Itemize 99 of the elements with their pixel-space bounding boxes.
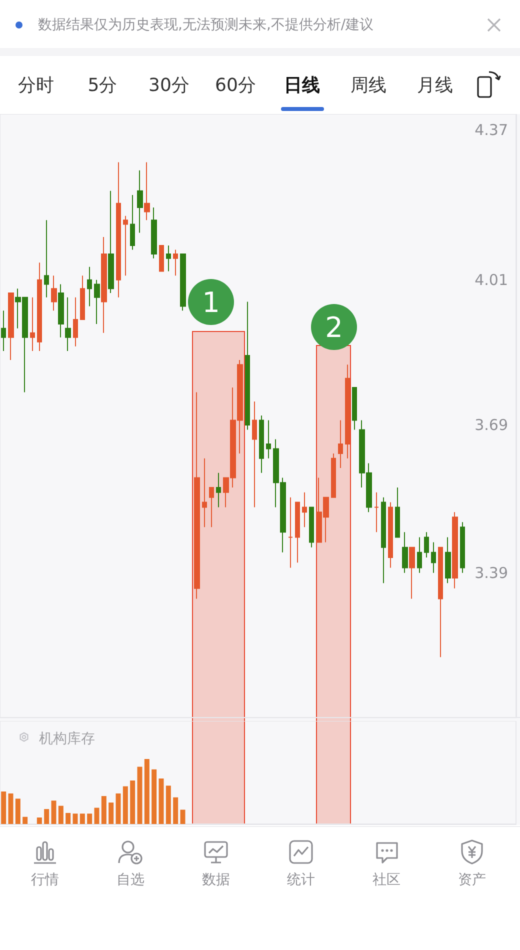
candlestick — [8, 292, 14, 361]
y-tick-label: 3.39 — [474, 564, 508, 582]
text: 月线 — [417, 74, 453, 98]
bar — [72, 814, 78, 824]
candlestick — [252, 400, 257, 508]
candlestick — [216, 472, 221, 508]
text: 统计 — [287, 871, 316, 889]
candlestick — [302, 492, 307, 528]
text: 资产 — [458, 871, 486, 889]
candlestick — [266, 420, 271, 459]
bar — [15, 798, 20, 824]
annotation: 2 — [325, 311, 343, 344]
candlestick — [87, 266, 92, 307]
bar — [94, 808, 100, 824]
candlestick — [402, 532, 408, 574]
y-tick-label: 3.69 — [474, 416, 508, 434]
candlestick — [460, 522, 465, 574]
annotation: 1 — [202, 286, 220, 319]
candlestick — [73, 296, 78, 347]
y-tick-label: 4.01 — [474, 270, 508, 289]
bar — [173, 797, 178, 824]
candlestick — [424, 532, 429, 558]
candlestick — [331, 453, 336, 498]
candlestick — [180, 254, 186, 312]
candlestick — [51, 275, 57, 312]
candlestick — [431, 542, 436, 574]
candlestick — [151, 207, 157, 259]
candlestick — [245, 301, 250, 430]
text: 60分 — [215, 74, 256, 98]
candlestick — [159, 244, 164, 272]
bar — [8, 793, 14, 824]
candlestick — [409, 546, 415, 600]
bar — [101, 796, 106, 824]
text: 数据 — [202, 871, 230, 889]
bar — [36, 818, 42, 824]
bar — [87, 814, 92, 824]
text: 30分 — [148, 74, 190, 98]
text: 周线 — [350, 74, 386, 98]
bar — [51, 800, 56, 824]
candlestick — [65, 296, 71, 352]
text: 数据结果仅为历史表现,无法预测未来,不提供分析/建议 — [38, 16, 374, 34]
bar — [1, 792, 6, 824]
candlestick — [44, 220, 49, 298]
candlestick — [259, 415, 264, 474]
bar — [44, 809, 50, 824]
candlestick — [108, 190, 114, 294]
candlestick — [295, 502, 300, 564]
candlestick — [58, 284, 64, 338]
candlestick — [137, 170, 143, 234]
text: 5分 — [88, 74, 118, 98]
chart-title: 机构库存 — [39, 731, 95, 747]
bar — [58, 806, 64, 824]
candlestick — [101, 236, 107, 334]
bar — [116, 793, 121, 824]
candlestick — [381, 496, 386, 584]
candlestick — [374, 492, 379, 533]
candlestick — [94, 279, 100, 324]
candlestick — [209, 487, 214, 528]
candlestick — [30, 296, 35, 352]
bar — [166, 786, 171, 824]
bar — [158, 778, 164, 824]
bar — [180, 810, 186, 824]
candlestick — [37, 262, 42, 352]
candlestick — [144, 162, 150, 221]
candlestick — [388, 502, 393, 568]
candlestick — [130, 194, 135, 250]
candlestick — [309, 506, 314, 548]
bar — [122, 786, 128, 824]
candlestick — [288, 496, 293, 568]
bar — [137, 766, 142, 824]
candlestick — [173, 249, 178, 276]
candlestick — [352, 387, 357, 430]
bar — [22, 816, 28, 824]
candlestick — [417, 536, 422, 574]
candlestick — [338, 420, 343, 469]
y-tick-label: 4.37 — [474, 120, 508, 139]
candlestick — [438, 546, 443, 658]
bar — [130, 780, 136, 824]
candlestick — [345, 364, 350, 459]
candlestick — [202, 458, 207, 528]
bar — [144, 759, 150, 824]
bar — [66, 812, 71, 824]
bar — [80, 814, 85, 824]
text: 日线 — [284, 74, 320, 98]
candlestick — [116, 162, 121, 298]
candlestick — [123, 215, 128, 276]
candlestick — [166, 244, 171, 272]
candlestick — [80, 275, 85, 320]
text: 社区 — [372, 871, 401, 889]
text: 分时 — [18, 74, 54, 98]
bar — [152, 769, 157, 824]
candlestick — [445, 536, 451, 584]
text: 行情 — [31, 871, 59, 889]
candlestick — [395, 487, 400, 538]
candlestick — [194, 392, 200, 600]
candlestick — [452, 512, 458, 589]
candlestick — [1, 310, 6, 352]
text: 自选 — [116, 871, 144, 889]
bar — [108, 802, 114, 824]
